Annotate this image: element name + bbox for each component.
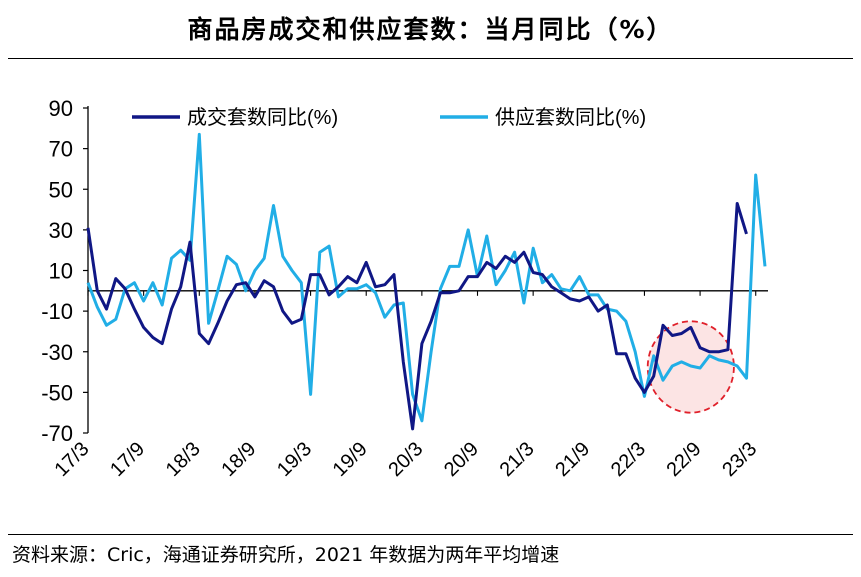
bottom-divider	[8, 534, 853, 535]
y-tick-label: -70	[41, 421, 73, 446]
legend-label-deal: 成交套数同比(%)	[187, 106, 338, 129]
y-tick-label: -10	[41, 299, 73, 324]
series-line-deal	[86, 202, 748, 431]
top-divider	[8, 58, 853, 59]
y-tick-label: -30	[41, 340, 73, 365]
y-tick-label: 90	[49, 96, 73, 121]
x-tick-label: 22/3	[607, 438, 650, 481]
legend-label-supply: 供应套数同比(%)	[495, 106, 646, 129]
y-tick-label: 30	[49, 218, 73, 243]
source-note: 资料来源：Cric，海通证券研究所，2021 年数据为两年平均增速	[12, 544, 560, 566]
x-tick-label: 21/9	[551, 438, 594, 481]
y-tick-label: -50	[41, 380, 73, 405]
x-tick-label: 21/3	[496, 438, 539, 481]
series-layer	[86, 132, 767, 431]
y-tick-label: 50	[49, 177, 73, 202]
x-tick-label: 19/9	[329, 438, 372, 481]
x-tick-label: 17/9	[106, 438, 149, 481]
y-tick-label: 10	[49, 259, 73, 284]
x-tick-label: 22/9	[663, 438, 706, 481]
x-tick-label: 18/3	[162, 438, 205, 481]
x-tick-label: 18/9	[217, 438, 260, 481]
chart-title: 商品房成交和供应套数：当月同比（%）	[187, 15, 674, 44]
x-tick-label: 19/3	[273, 438, 316, 481]
legend: 成交套数同比(%) 供应套数同比(%)	[132, 106, 646, 129]
x-tick-label: 20/3	[384, 438, 427, 481]
x-tick-label: 23/3	[718, 438, 761, 481]
y-tick-label: 70	[49, 137, 73, 162]
x-tick-label: 20/9	[440, 438, 483, 481]
series-line-supply	[86, 132, 767, 423]
